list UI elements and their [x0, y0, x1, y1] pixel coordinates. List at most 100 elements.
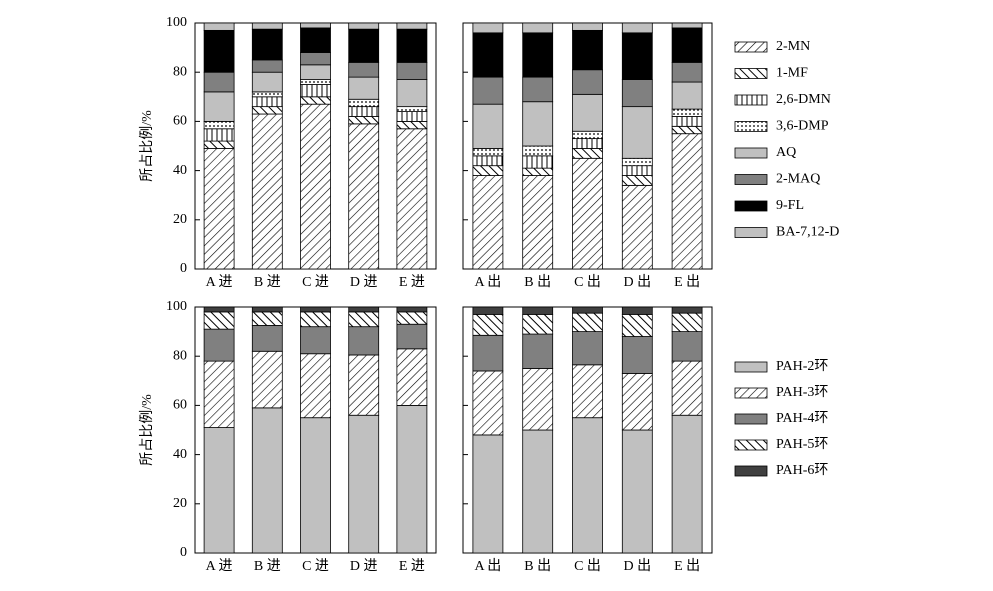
bar-segment	[348, 123, 380, 270]
x-tick-label: E 进	[399, 274, 425, 290]
bar-segment	[203, 306, 235, 313]
bar-segment	[671, 360, 703, 416]
bar-segment	[396, 306, 428, 313]
bar-segment	[572, 306, 603, 314]
bar-segment	[300, 64, 331, 80]
legend-swatch	[734, 121, 768, 132]
bar-segment	[472, 103, 504, 149]
bar-segment	[348, 354, 380, 416]
x-tick-label: E 进	[399, 558, 425, 574]
legend-label: PAH-6环	[776, 463, 828, 478]
bar-segment	[522, 101, 554, 147]
bar-segment	[671, 27, 703, 63]
legend-label: PAH-4环	[776, 411, 828, 426]
bar-segment	[472, 32, 504, 78]
bar-segment	[572, 22, 603, 31]
bar-segment	[472, 313, 504, 336]
bar-segment	[522, 333, 554, 369]
bar-segment	[396, 28, 428, 63]
bar-segment	[572, 148, 603, 159]
bar-segment	[522, 175, 554, 270]
bar-segment	[621, 336, 653, 374]
bar-segment	[572, 138, 603, 149]
bar-segment	[300, 103, 331, 270]
bar-segment	[572, 331, 603, 366]
x-tick-label: A 进	[206, 558, 233, 574]
bar-segment	[203, 140, 235, 149]
bar-segment	[396, 404, 428, 554]
y-tick-label: 100	[166, 299, 187, 314]
bar-segment	[251, 28, 283, 61]
legend-swatch	[734, 41, 768, 53]
x-tick-label: C 出	[574, 558, 601, 574]
legend-label: 3,6-DMP	[776, 119, 829, 134]
bar-segment	[251, 407, 283, 554]
y-tick-label: 40	[173, 163, 187, 178]
bar-segment	[203, 360, 235, 428]
bar-segment	[621, 313, 653, 337]
bar-segment	[251, 59, 283, 73]
bar-segment	[251, 91, 283, 98]
bar-segment	[572, 417, 603, 554]
bar-segment	[621, 157, 653, 167]
bar-segment	[251, 311, 283, 326]
bar-segment	[348, 414, 380, 554]
bar-segment	[522, 313, 554, 335]
bar-segment	[671, 81, 703, 110]
bar-segment	[348, 306, 380, 313]
legend-label: BA-7,12-D	[776, 225, 839, 240]
bar-segment	[621, 306, 653, 315]
bar-segment	[348, 326, 380, 356]
y-tick-label: 60	[173, 114, 187, 129]
bar-segment	[396, 128, 428, 270]
bar-segment	[671, 22, 703, 29]
legend-label: PAH-2环	[776, 359, 828, 374]
bar-segment	[472, 165, 504, 176]
bar-segment	[472, 76, 504, 105]
legend-swatch	[734, 361, 768, 373]
bar-segment	[472, 22, 504, 34]
legend-swatch	[734, 387, 768, 399]
legend-label: PAH-5环	[776, 437, 828, 452]
y-tick-label: 20	[173, 212, 187, 227]
bar-segment	[621, 79, 653, 108]
bar-segment	[300, 326, 331, 355]
x-tick-label: E 出	[674, 274, 700, 290]
bar-segment	[203, 71, 235, 93]
bar-segment	[671, 61, 703, 83]
bar-segment	[522, 76, 554, 103]
bar-segment	[472, 434, 504, 554]
bar-segment	[572, 364, 603, 419]
x-tick-label: B 出	[524, 558, 551, 574]
bar-segment	[300, 79, 331, 85]
bar-segment	[348, 28, 380, 63]
bar-segment	[251, 22, 283, 30]
y-tick-label: 0	[180, 261, 187, 276]
bar-segment	[522, 167, 554, 176]
bar-segment	[522, 429, 554, 554]
bar-segment	[203, 22, 235, 31]
y-tick-label: 100	[166, 15, 187, 30]
bar-segment	[396, 106, 428, 112]
bar-segment	[671, 108, 703, 117]
bar-segment	[251, 113, 283, 270]
bar-segment	[396, 61, 428, 80]
bar-segment	[348, 76, 380, 100]
bar-segment	[251, 106, 283, 115]
bar-segment	[472, 148, 504, 157]
bar-segment	[621, 175, 653, 186]
bar-segment	[203, 427, 235, 554]
bar-segment	[671, 312, 703, 332]
bar-segment	[300, 96, 331, 105]
bar-segment	[522, 306, 554, 315]
bar-segment	[203, 128, 235, 142]
bar-segment	[396, 121, 428, 130]
y-tick-label: 80	[173, 64, 187, 79]
x-tick-label: E 出	[674, 558, 700, 574]
y-tick-label: 40	[173, 447, 187, 462]
bar-segment	[522, 368, 554, 431]
bar-segment	[300, 52, 331, 66]
bar-segment	[396, 79, 428, 108]
bar-segment	[203, 148, 235, 270]
